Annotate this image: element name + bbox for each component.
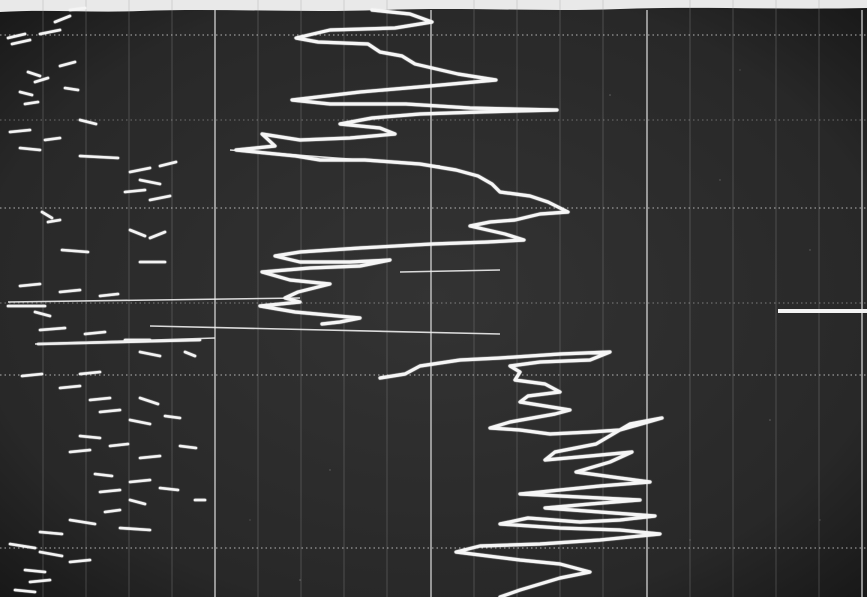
major-grid-vertical (214, 10, 863, 597)
film-edge-top (0, 0, 867, 12)
left-fragmented-trace (6, 6, 207, 594)
film-grain (249, 69, 821, 581)
upper-signal-trace (234, 8, 570, 326)
lower-signal-trace (378, 350, 664, 597)
major-grid-horizontal (0, 34, 867, 549)
minor-grid-vertical (42, 0, 820, 597)
